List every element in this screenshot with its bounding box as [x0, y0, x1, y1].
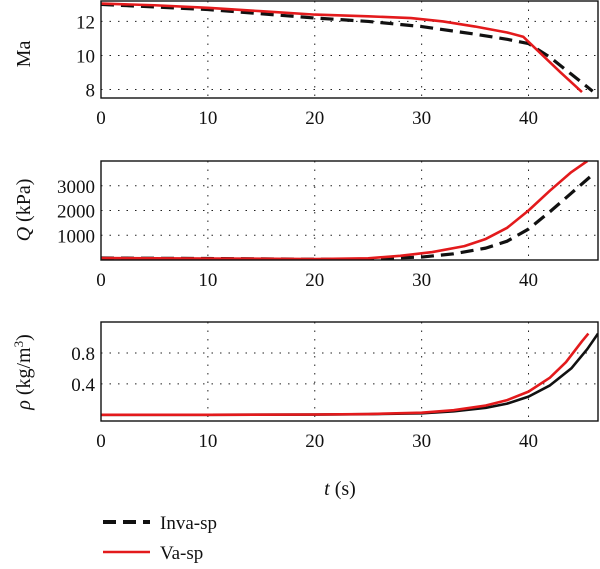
legend-label-va: Va-sp — [160, 543, 203, 564]
x-axis-label: t (s) — [324, 478, 356, 500]
panel-density: 0 10 20 30 40 0.4 0.8 ρ (kg/m3) — [11, 321, 599, 452]
ticks-mach: 0 10 20 30 40 8 10 12 — [76, 12, 538, 129]
series-mach — [101, 2, 594, 93]
x-tick-label-q: 30 — [412, 270, 431, 291]
x-tick-label-rho: 40 — [519, 431, 538, 452]
y-tick-label-q: 3000 — [57, 177, 95, 198]
y-tick-label-mach: 12 — [76, 12, 95, 33]
axes-frame-q — [100, 160, 599, 261]
y-tick-label-q: 2000 — [57, 202, 95, 223]
x-axis-label-var: t — [324, 478, 330, 500]
series-line-inva-sp — [101, 332, 598, 417]
y-tick-label-rho: 0.8 — [71, 344, 95, 365]
x-tick-label-mach: 20 — [305, 108, 324, 129]
x-tick-label-rho: 20 — [305, 431, 324, 452]
x-tick-label-q: 10 — [198, 270, 217, 291]
y-tick-label-mach: 10 — [76, 46, 95, 67]
series-line-inva-sp — [101, 173, 594, 260]
ticks-q: 0 10 20 30 40 1000 2000 3000 — [57, 177, 538, 291]
x-tick-label-mach: 10 — [198, 108, 217, 129]
series-line-va-sp — [101, 2, 583, 93]
series-line-inva-sp — [101, 2, 594, 93]
x-tick-label-rho: 10 — [198, 431, 217, 452]
x-tick-label-mach: 0 — [96, 108, 106, 129]
legend-label-inva: Inva-sp — [160, 513, 217, 534]
series-q — [101, 161, 594, 260]
grid-rho — [101, 322, 598, 421]
axes-frame-mach — [100, 0, 599, 99]
x-tick-label-mach: 40 — [519, 108, 538, 129]
series-rho — [101, 332, 598, 417]
grid-q — [101, 161, 598, 260]
y-axis-label-rho: ρ (kg/m3) — [11, 334, 36, 411]
y-axis-label-q: Q (kPa) — [13, 179, 35, 242]
series-line-va-sp — [101, 161, 589, 260]
legend: Inva-sp Va-sp — [103, 513, 217, 564]
x-tick-label-q: 40 — [519, 270, 538, 291]
x-tick-label-rho: 0 — [96, 431, 106, 452]
y-tick-label-q: 1000 — [57, 226, 95, 247]
y-tick-label-rho: 0.4 — [71, 375, 95, 396]
y-tick-label-mach: 8 — [86, 80, 96, 101]
panel-mach: 0 10 20 30 40 8 10 12 Ma — [13, 0, 599, 129]
x-tick-label-rho: 30 — [412, 431, 431, 452]
axes-frame-rho — [100, 321, 599, 422]
y-axis-label-mach: Ma — [13, 41, 35, 68]
series-line-va-sp — [101, 332, 590, 417]
x-tick-label-q: 20 — [305, 270, 324, 291]
x-axis-label-unit: (s) — [330, 478, 356, 500]
ticks-rho: 0 10 20 30 40 0.4 0.8 — [71, 344, 538, 452]
panel-dynamic-pressure: 0 10 20 30 40 1000 2000 3000 Q (kPa) — [13, 160, 599, 291]
x-tick-label-mach: 30 — [412, 108, 431, 129]
x-tick-label-q: 0 — [96, 270, 106, 291]
